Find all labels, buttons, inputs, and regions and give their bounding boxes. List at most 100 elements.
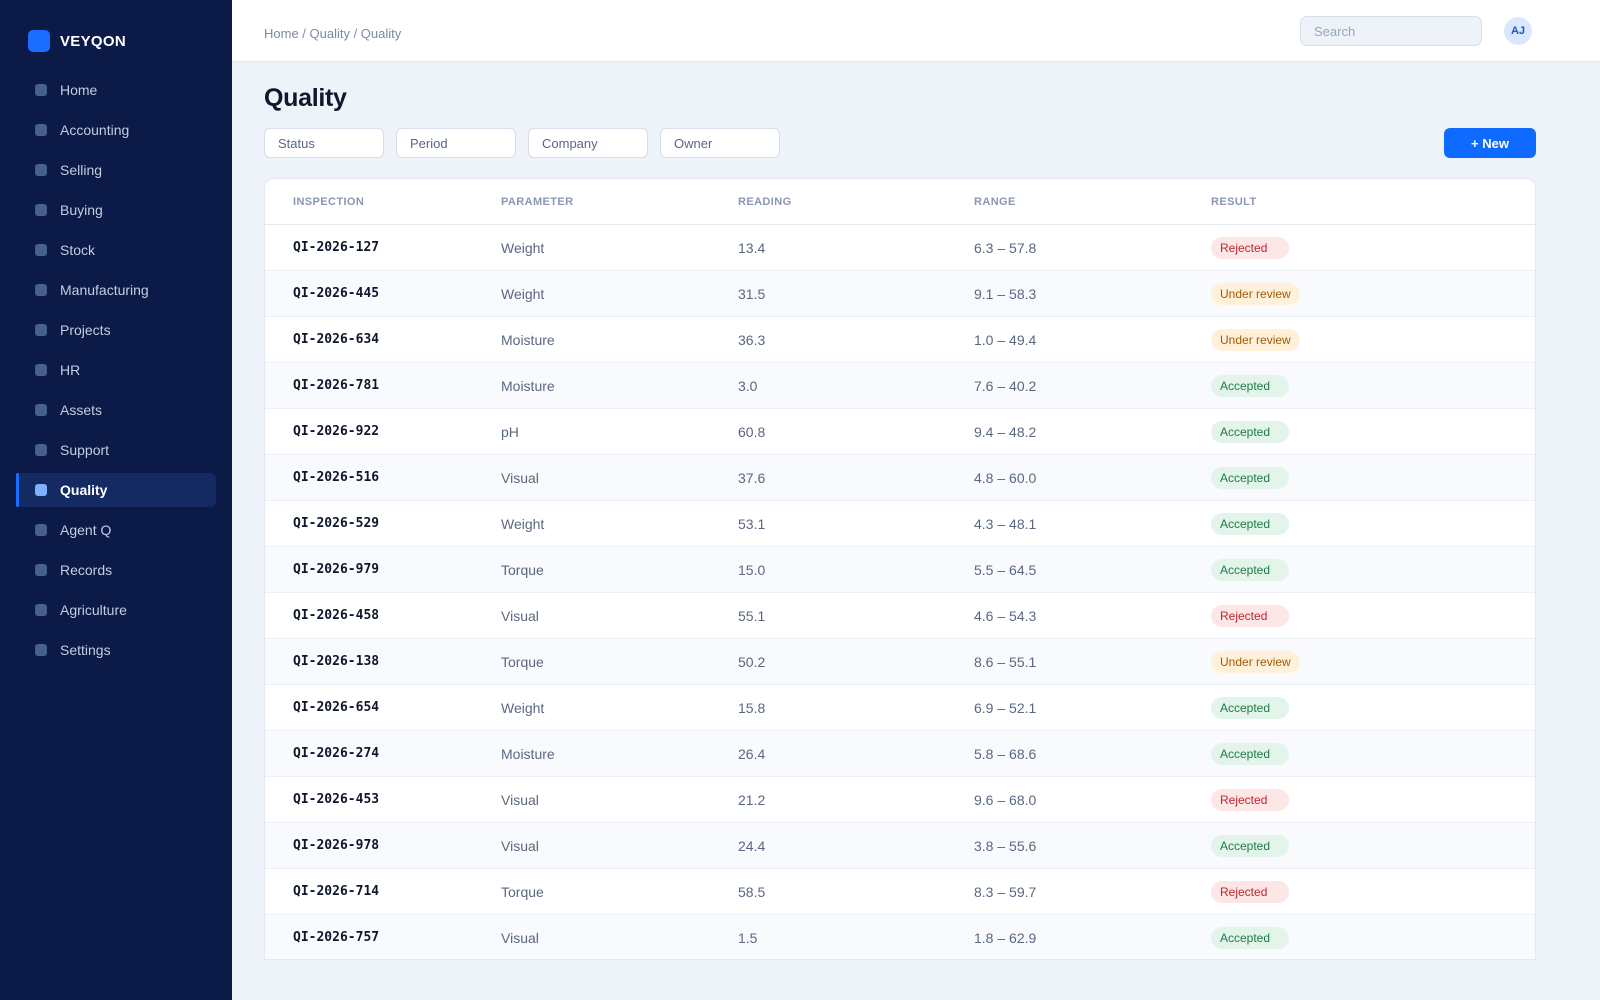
table-row[interactable]: QI-2026-714 Torque 58.5 8.3 – 59.7 Rejected bbox=[265, 869, 1535, 915]
nav-square-icon bbox=[35, 364, 47, 376]
result-cell: Rejected bbox=[1211, 604, 1511, 627]
parameter-cell: Visual bbox=[501, 607, 539, 624]
new-button[interactable]: + New bbox=[1444, 128, 1536, 158]
sidebar-item-manufacturing[interactable]: Manufacturing bbox=[16, 273, 216, 307]
parameter-cell: Moisture bbox=[501, 745, 555, 762]
sidebar-item-label: Settings bbox=[60, 642, 111, 658]
result-cell: Accepted bbox=[1211, 558, 1511, 581]
sidebar-item-accounting[interactable]: Accounting bbox=[16, 113, 216, 147]
result-cell: Under review bbox=[1211, 650, 1511, 673]
sidebar-item-agriculture[interactable]: Agriculture bbox=[16, 593, 216, 627]
sidebar-item-records[interactable]: Records bbox=[16, 553, 216, 587]
table-row[interactable]: QI-2026-516 Visual 37.6 4.8 – 60.0 Accepted bbox=[265, 455, 1535, 501]
filter-status[interactable]: Status bbox=[264, 128, 384, 158]
range-cell: 4.3 – 48.1 bbox=[974, 515, 1037, 532]
table-body: QI-2026-127 Weight 13.4 6.3 – 57.8 Rejected Q… bbox=[265, 225, 1535, 959]
reading-cell: 37.6 bbox=[738, 469, 766, 486]
sidebar-item-label: Records bbox=[60, 562, 113, 578]
table-row[interactable]: QI-2026-458 Visual 55.1 4.6 – 54.3 Rejected bbox=[265, 593, 1535, 639]
column-header-parameter[interactable]: PARAMETER bbox=[501, 195, 574, 208]
range-cell: 1.8 – 62.9 bbox=[974, 929, 1037, 946]
sidebar-item-settings[interactable]: Settings bbox=[16, 633, 216, 667]
reading-cell: 31.5 bbox=[738, 285, 766, 302]
table-row[interactable]: QI-2026-634 Moisture 36.3 1.0 – 49.4 Under r… bbox=[265, 317, 1535, 363]
sidebar-item-home[interactable]: Home bbox=[16, 73, 216, 107]
status-badge: Accepted bbox=[1211, 420, 1289, 443]
reading-cell: 36.3 bbox=[738, 331, 766, 348]
nav-square-icon bbox=[35, 484, 47, 496]
avatar[interactable]: AJ bbox=[1504, 17, 1532, 45]
result-cell: Accepted bbox=[1211, 420, 1511, 443]
sidebar-item-selling[interactable]: Selling bbox=[16, 153, 216, 187]
inspection-id: QI-2026-274 bbox=[293, 746, 380, 761]
status-badge: Rejected bbox=[1211, 788, 1289, 811]
sidebar-item-assets[interactable]: Assets bbox=[16, 393, 216, 427]
inspection-id: QI-2026-979 bbox=[293, 562, 380, 577]
page-title: Quality bbox=[264, 84, 347, 112]
inspection-id: QI-2026-138 bbox=[293, 654, 380, 669]
reading-cell: 15.8 bbox=[738, 699, 766, 716]
status-badge: Rejected bbox=[1211, 604, 1289, 627]
inspection-id: QI-2026-453 bbox=[293, 792, 380, 807]
column-header-range[interactable]: RANGE bbox=[974, 195, 1016, 208]
range-cell: 9.6 – 68.0 bbox=[974, 791, 1037, 808]
table-row[interactable]: QI-2026-757 Visual 1.5 1.8 – 62.9 Accepted bbox=[265, 915, 1535, 959]
parameter-cell: Moisture bbox=[501, 331, 555, 348]
column-header-inspection[interactable]: INSPECTION bbox=[293, 195, 365, 208]
result-cell: Accepted bbox=[1211, 742, 1511, 765]
status-badge: Accepted bbox=[1211, 374, 1289, 397]
result-cell: Accepted bbox=[1211, 466, 1511, 489]
result-cell: Accepted bbox=[1211, 926, 1511, 949]
result-cell: Accepted bbox=[1211, 374, 1511, 397]
result-cell: Under review bbox=[1211, 282, 1511, 305]
column-header-result[interactable]: RESULT bbox=[1211, 195, 1257, 208]
filter-period[interactable]: Period bbox=[396, 128, 516, 158]
table-row[interactable]: QI-2026-529 Weight 53.1 4.3 – 48.1 Accepted bbox=[265, 501, 1535, 547]
reading-cell: 60.8 bbox=[738, 423, 766, 440]
reading-cell: 26.4 bbox=[738, 745, 766, 762]
inspection-id: QI-2026-654 bbox=[293, 700, 380, 715]
parameter-cell: Torque bbox=[501, 561, 544, 578]
status-badge: Under review bbox=[1211, 282, 1300, 305]
sidebar-item-label: Agent Q bbox=[60, 522, 112, 538]
table-row[interactable]: QI-2026-922 pH 60.8 9.4 – 48.2 Accepted bbox=[265, 409, 1535, 455]
table-row[interactable]: QI-2026-274 Moisture 26.4 5.8 – 68.6 Accepte… bbox=[265, 731, 1535, 777]
sidebar-item-hr[interactable]: HR bbox=[16, 353, 216, 387]
table-row[interactable]: QI-2026-654 Weight 15.8 6.9 – 52.1 Accepted bbox=[265, 685, 1535, 731]
sidebar-item-stock[interactable]: Stock bbox=[16, 233, 216, 267]
filter-owner[interactable]: Owner bbox=[660, 128, 780, 158]
sidebar-item-quality[interactable]: Quality bbox=[16, 473, 216, 507]
table-row[interactable]: QI-2026-138 Torque 50.2 8.6 – 55.1 Under rev… bbox=[265, 639, 1535, 685]
search-input[interactable] bbox=[1300, 16, 1482, 46]
sidebar-item-label: Agriculture bbox=[60, 602, 127, 618]
brand[interactable]: VEYQON bbox=[28, 30, 126, 52]
table-row[interactable]: QI-2026-978 Visual 24.4 3.8 – 55.6 Accepted bbox=[265, 823, 1535, 869]
sidebar-item-agent-q[interactable]: Agent Q bbox=[16, 513, 216, 547]
sidebar-item-buying[interactable]: Buying bbox=[16, 193, 216, 227]
range-cell: 1.0 – 49.4 bbox=[974, 331, 1037, 348]
table-row[interactable]: QI-2026-453 Visual 21.2 9.6 – 68.0 Rejected bbox=[265, 777, 1535, 823]
topbar: Home / Quality / Quality AJ bbox=[232, 0, 1600, 62]
table-row[interactable]: QI-2026-127 Weight 13.4 6.3 – 57.8 Rejected bbox=[265, 225, 1535, 271]
brand-logo-icon bbox=[28, 30, 50, 52]
filter-company[interactable]: Company bbox=[528, 128, 648, 158]
nav-square-icon bbox=[35, 84, 47, 96]
inspection-id: QI-2026-458 bbox=[293, 608, 380, 623]
sidebar-item-label: Home bbox=[60, 82, 98, 98]
inspection-id: QI-2026-445 bbox=[293, 286, 380, 301]
nav-square-icon bbox=[35, 444, 47, 456]
breadcrumb: Home / Quality / Quality bbox=[264, 26, 402, 41]
brand-name: VEYQON bbox=[60, 32, 126, 50]
sidebar-item-label: Selling bbox=[60, 162, 103, 178]
table-row[interactable]: QI-2026-979 Torque 15.0 5.5 – 64.5 Accepted bbox=[265, 547, 1535, 593]
sidebar-item-projects[interactable]: Projects bbox=[16, 313, 216, 347]
nav-square-icon bbox=[35, 244, 47, 256]
table-row[interactable]: QI-2026-445 Weight 31.5 9.1 – 58.3 Under rev… bbox=[265, 271, 1535, 317]
sidebar-item-support[interactable]: Support bbox=[16, 433, 216, 467]
status-badge: Under review bbox=[1211, 328, 1300, 351]
table-row[interactable]: QI-2026-781 Moisture 3.0 7.6 – 40.2 Accepted bbox=[265, 363, 1535, 409]
sidebar-item-label: Support bbox=[60, 442, 110, 458]
inspection-id: QI-2026-757 bbox=[293, 930, 380, 945]
reading-cell: 55.1 bbox=[738, 607, 766, 624]
column-header-reading[interactable]: READING bbox=[738, 195, 792, 208]
